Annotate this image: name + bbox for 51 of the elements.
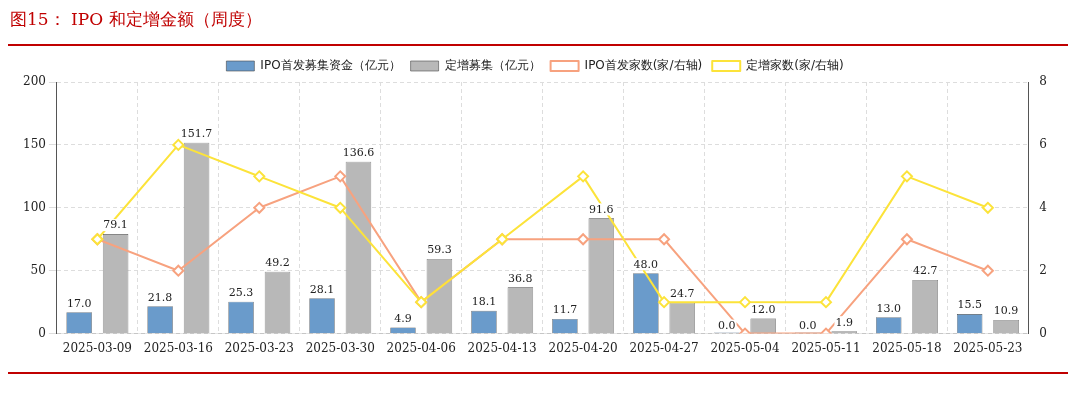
x-tick-label: 2025-03-23: [224, 340, 294, 355]
data-label: 1.9: [835, 315, 853, 329]
data-label: 42.7: [912, 264, 938, 278]
x-tick-label: 2025-05-23: [953, 340, 1023, 355]
y-tick-label: 150: [23, 137, 46, 152]
y-tick-label: 50: [30, 262, 46, 277]
data-label: 79.1: [103, 218, 128, 232]
y2-tick-label: 0: [1039, 325, 1048, 340]
data-label: 12.0: [750, 302, 776, 316]
data-label: 91.6: [589, 202, 614, 216]
x-tick-label: 2025-04-13: [467, 340, 537, 355]
data-label: 13.0: [876, 301, 901, 315]
data-label: 11.7: [552, 303, 578, 317]
x-tick-label: 2025-04-27: [629, 340, 699, 355]
x-tick-label: 2025-03-09: [62, 340, 132, 355]
data-label: 0.0: [718, 318, 736, 332]
legend-label: 定增募集（亿元）: [444, 58, 541, 73]
data-label: 4.9: [394, 311, 412, 325]
data-label: 59.3: [427, 243, 452, 257]
x-tick-label: 2025-04-20: [548, 340, 618, 355]
data-label: 18.1: [471, 295, 497, 309]
data-label: 17.0: [66, 296, 92, 310]
y-tick-label: 200: [23, 74, 46, 89]
data-label: 0.0: [799, 318, 817, 332]
data-label: 10.9: [993, 304, 1019, 318]
y-tick-label: 0: [38, 325, 46, 340]
data-label: 25.3: [228, 286, 254, 300]
data-label: 136.6: [342, 146, 375, 160]
data-label: 21.8: [147, 290, 173, 304]
chart-title: 图15： IPO 和定增金额（周度）: [10, 8, 262, 31]
data-label: 36.8: [508, 271, 533, 285]
x-tick-label: 2025-05-11: [791, 340, 861, 355]
y-tick-label: 100: [23, 199, 46, 214]
data-label: 48.0: [633, 257, 659, 271]
x-tick-label: 2025-03-16: [143, 340, 213, 355]
legend-label: 定增家数(家/右轴): [746, 58, 844, 73]
data-label: 28.1: [309, 282, 335, 296]
x-tick-label: 2025-03-30: [305, 340, 375, 355]
y2-tick-label: 6: [1039, 137, 1048, 152]
data-label: 49.2: [265, 256, 290, 270]
y2-tick-label: 4: [1039, 199, 1048, 214]
data-label: 151.7: [180, 127, 213, 141]
y2-tick-label: 8: [1039, 74, 1048, 89]
legend-label: IPO首发家数(家/右轴): [584, 58, 703, 73]
x-tick-label: 2025-04-06: [386, 340, 456, 355]
x-tick-label: 2025-05-04: [710, 340, 780, 355]
y2-tick-label: 2: [1039, 262, 1048, 277]
legend-label: IPO首发募集资金（亿元）: [260, 58, 401, 73]
data-label: 24.7: [670, 286, 695, 300]
data-label: 15.5: [957, 298, 982, 312]
x-tick-label: 2025-05-18: [872, 340, 942, 355]
